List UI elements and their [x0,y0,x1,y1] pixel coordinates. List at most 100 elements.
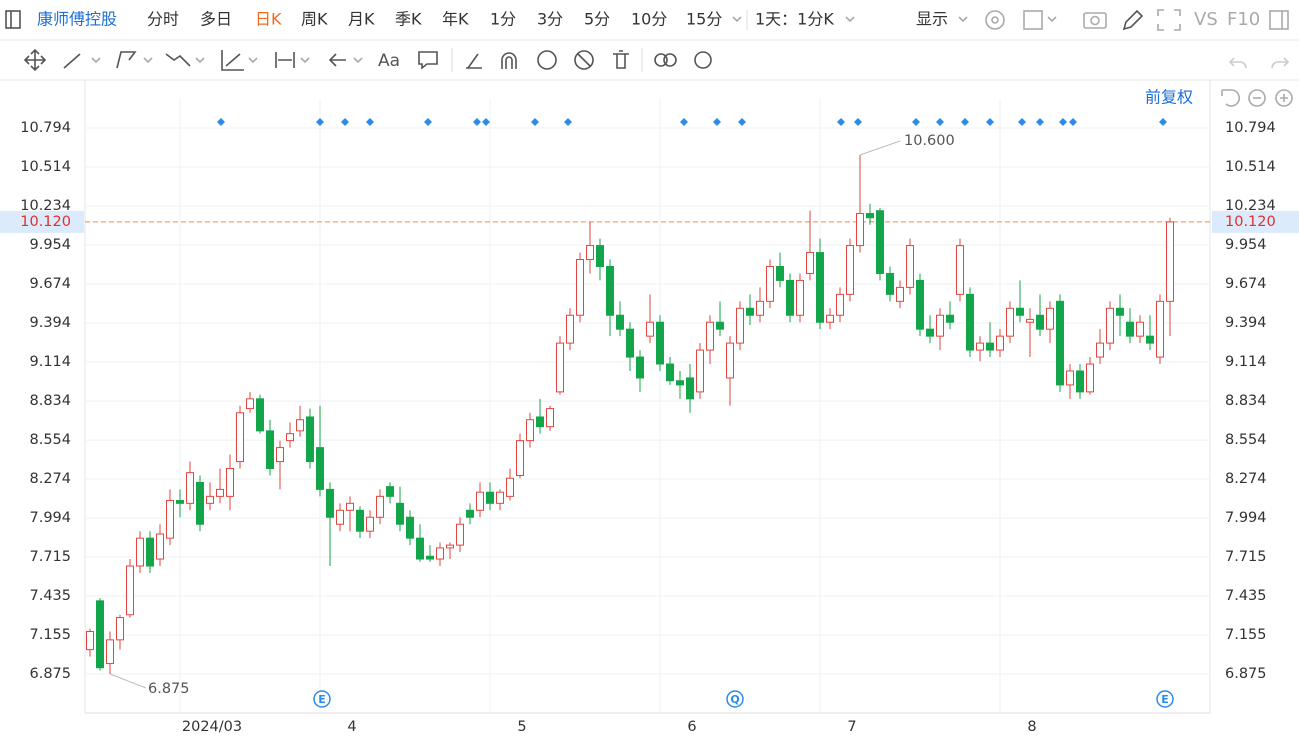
candle-body [846,245,854,295]
event-marker[interactable] [1018,118,1026,126]
period-tab[interactable]: 日K [255,10,282,29]
pen-icon[interactable] [1122,9,1144,31]
period-tab[interactable]: 15分 [686,10,722,29]
period-tab[interactable]: 5分 [584,10,610,29]
y-tick-label-right: 10.794 [1225,120,1276,136]
compare-tool[interactable] [654,53,668,67]
badge-text[interactable]: Q [730,693,739,706]
line-tool[interactable] [63,53,81,69]
y-tick-label-right: 9.674 [1225,276,1267,292]
square-icon[interactable] [1023,10,1043,30]
period-tab[interactable]: 季K [395,10,422,29]
candle-body [136,537,144,567]
zoom-in[interactable] [1275,89,1293,107]
period-tab[interactable]: 10分 [631,10,667,29]
event-marker[interactable] [1069,118,1077,126]
candle-body [566,314,574,344]
zoom-out[interactable] [1248,89,1266,107]
arrow-tool[interactable] [328,53,346,67]
event-marker[interactable] [482,118,490,126]
period-tab[interactable]: 分时 [147,10,179,29]
period-tab[interactable]: 月K [348,10,375,29]
adjust-mode[interactable]: 前复权 [1145,88,1193,107]
event-marker[interactable] [341,118,349,126]
badge[interactable] [1156,690,1174,708]
vs-button[interactable]: VS [1194,9,1218,30]
candle-body [476,491,484,511]
camera-icon[interactable] [1083,12,1107,29]
fib-tool[interactable] [221,50,244,71]
candle-body [86,630,94,651]
event-marker[interactable] [366,118,374,126]
candle-body [706,321,714,351]
badge-text[interactable]: E [318,693,326,706]
move-tool[interactable] [23,48,47,72]
candle-body [376,495,384,518]
candle-body [556,342,564,393]
event-marker[interactable] [936,118,944,126]
event-marker[interactable] [1159,118,1167,126]
event-marker[interactable] [713,118,721,126]
text-tool[interactable]: Aa [378,51,400,71]
event-marker[interactable] [473,118,481,126]
event-marker[interactable] [680,118,688,126]
event-marker[interactable] [912,118,920,126]
badge-text[interactable]: E [1161,693,1169,706]
delete-tool[interactable] [613,50,629,69]
badge[interactable] [726,690,744,708]
candle-body [726,342,734,379]
period-tab[interactable]: 1分 [490,10,516,29]
candle-body [696,349,704,393]
y-tick-label-right: 7.435 [1225,588,1267,604]
event-marker[interactable] [1059,118,1067,126]
period-tab[interactable]: 3分 [537,10,563,29]
chevron [91,57,101,64]
range-select[interactable]: 1天：1分K [755,10,834,29]
hide-tool[interactable] [574,50,594,70]
event-marker[interactable] [986,118,994,126]
display-menu[interactable]: 显示 [916,10,948,29]
candle-body [176,500,184,504]
event-marker[interactable] [854,118,862,126]
magnet-tool[interactable] [501,52,517,69]
period-tab[interactable]: 年K [442,10,469,29]
tool-settings[interactable] [694,51,712,69]
fullscreen-icon[interactable] [1157,9,1181,31]
event-marker[interactable] [424,118,432,126]
period-tab[interactable]: 周K [301,10,328,29]
event-marker[interactable] [531,118,539,126]
note-tool[interactable] [418,51,438,70]
x-tick-label: 6 [687,719,696,735]
candle-body [946,314,954,323]
event-marker[interactable] [564,118,572,126]
event-marker[interactable] [738,118,746,126]
redo[interactable] [1271,57,1290,69]
period-tab[interactable]: 多日 [200,10,232,29]
event-marker[interactable] [837,118,845,126]
channel-tool[interactable] [116,51,137,69]
menu-icon[interactable] [5,10,21,29]
candle-body [496,491,504,504]
undo[interactable] [1228,57,1247,69]
event-marker[interactable] [217,118,225,126]
chevron [300,57,310,64]
settings-icon[interactable] [985,10,1005,30]
panel-icon[interactable] [1269,10,1289,30]
y-tick-label: 7.435 [29,588,71,604]
x-tick-label: 2024/03 [182,719,242,735]
f10-button[interactable]: F10 [1227,9,1260,30]
chevron [1047,16,1057,23]
lock-tool[interactable] [537,50,557,70]
wave-tool[interactable] [165,53,191,67]
badge[interactable] [313,690,331,708]
candle-body [406,516,414,539]
angle-tool[interactable] [466,53,482,69]
event-marker[interactable] [316,118,324,126]
measure-tool[interactable] [275,52,295,68]
reset-icon[interactable] [1221,89,1241,107]
event-marker[interactable] [1036,118,1044,126]
stock-name[interactable]: 康师傅控股 [37,10,117,29]
x-tick-label: 5 [517,719,526,735]
event-marker[interactable] [961,118,969,126]
high-label: 10.600 [904,133,955,149]
